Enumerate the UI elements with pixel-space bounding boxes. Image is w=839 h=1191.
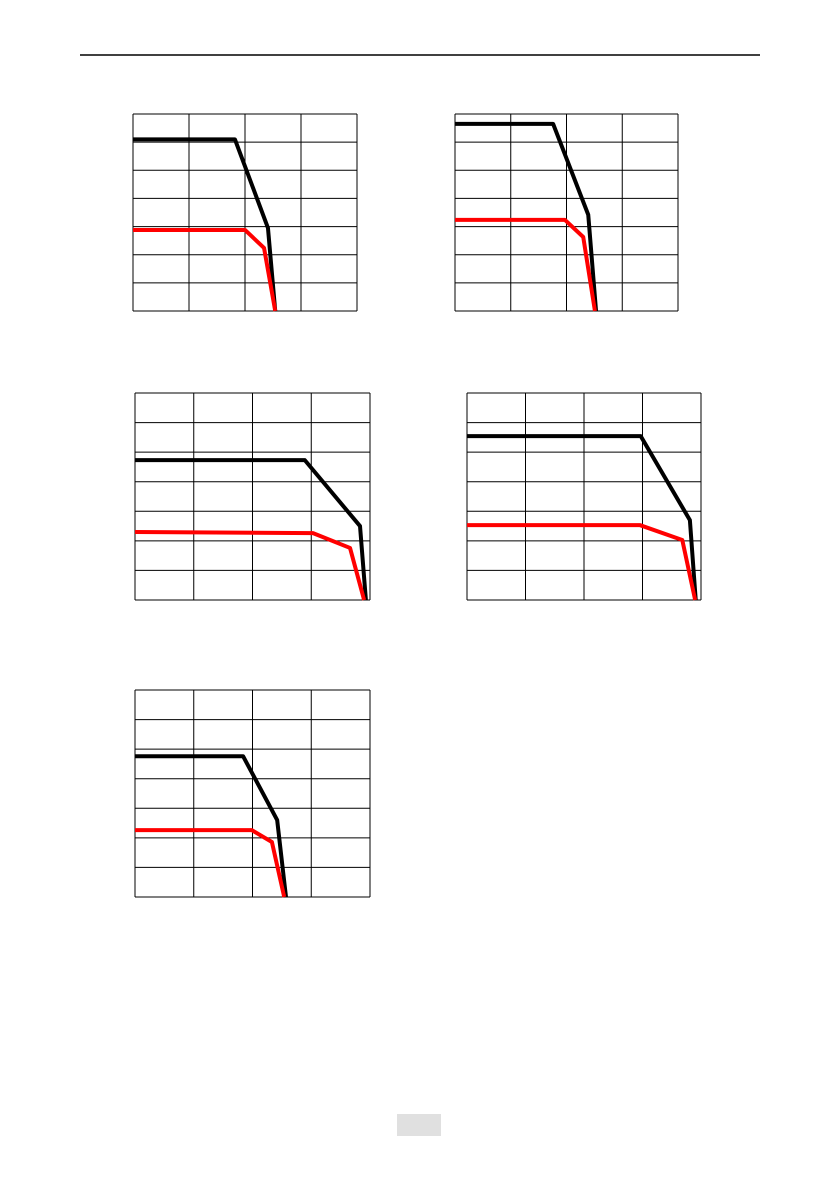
series-line <box>133 227 278 312</box>
chart <box>466 392 702 601</box>
series-line <box>455 217 597 312</box>
series-line <box>135 754 288 898</box>
series-line <box>455 121 599 312</box>
chart <box>134 392 371 601</box>
series-line <box>133 137 278 312</box>
series-line <box>135 828 287 898</box>
series-line <box>467 434 698 601</box>
page-number-box <box>397 1114 441 1136</box>
series-line <box>467 523 698 601</box>
chart <box>134 689 371 898</box>
chart <box>454 113 679 312</box>
series-line <box>134 529 367 601</box>
series-line <box>135 458 368 601</box>
chart <box>132 113 358 312</box>
